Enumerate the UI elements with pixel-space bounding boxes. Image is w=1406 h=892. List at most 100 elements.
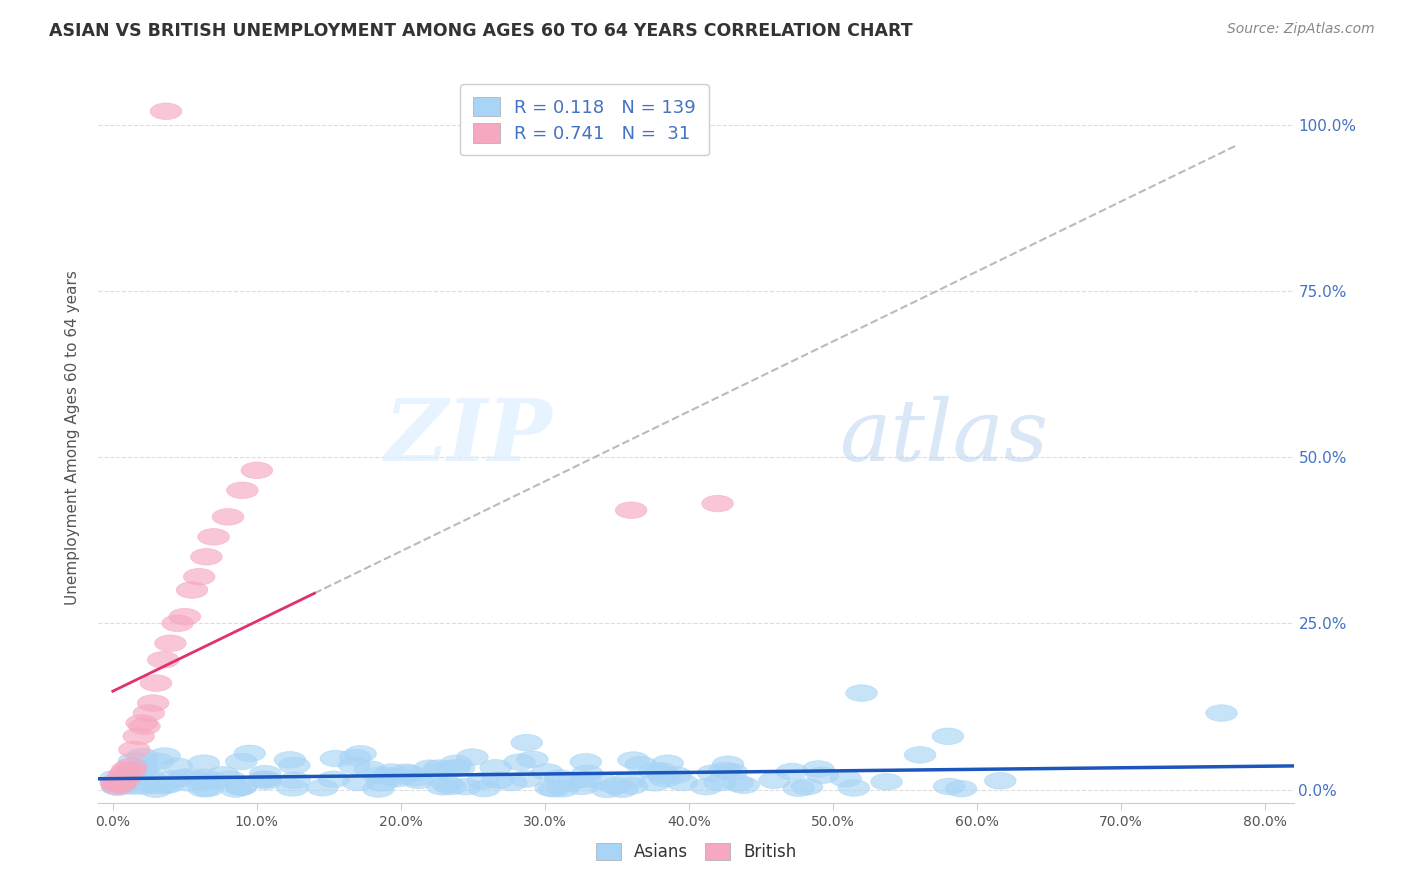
Ellipse shape [111, 761, 143, 778]
Ellipse shape [377, 769, 409, 785]
Ellipse shape [142, 753, 174, 770]
Ellipse shape [188, 780, 219, 797]
Ellipse shape [198, 528, 229, 545]
Ellipse shape [129, 718, 160, 735]
Ellipse shape [226, 482, 259, 499]
Y-axis label: Unemployment Among Ages 60 to 64 years: Unemployment Among Ages 60 to 64 years [65, 269, 80, 605]
Ellipse shape [652, 755, 683, 772]
Ellipse shape [934, 778, 965, 795]
Text: ZIP: ZIP [385, 395, 553, 479]
Ellipse shape [538, 780, 569, 797]
Ellipse shape [307, 780, 339, 796]
Ellipse shape [531, 764, 562, 780]
Ellipse shape [803, 761, 834, 777]
Ellipse shape [114, 763, 146, 780]
Ellipse shape [277, 780, 308, 797]
Ellipse shape [101, 777, 134, 793]
Ellipse shape [193, 780, 224, 797]
Ellipse shape [101, 779, 134, 796]
Ellipse shape [225, 753, 257, 770]
Ellipse shape [830, 771, 862, 787]
Ellipse shape [457, 748, 488, 765]
Ellipse shape [108, 772, 141, 788]
Ellipse shape [105, 773, 138, 789]
Ellipse shape [432, 775, 463, 792]
Ellipse shape [638, 763, 671, 780]
Ellipse shape [132, 767, 165, 784]
Ellipse shape [585, 772, 617, 789]
Ellipse shape [343, 774, 374, 791]
Ellipse shape [544, 770, 576, 787]
Ellipse shape [321, 750, 352, 767]
Ellipse shape [626, 756, 657, 773]
Ellipse shape [250, 773, 281, 789]
Ellipse shape [115, 764, 148, 780]
Ellipse shape [363, 767, 394, 784]
Ellipse shape [240, 462, 273, 479]
Ellipse shape [661, 767, 692, 783]
Ellipse shape [375, 764, 408, 780]
Ellipse shape [149, 775, 180, 792]
Ellipse shape [434, 778, 467, 795]
Text: Source: ZipAtlas.com: Source: ZipAtlas.com [1227, 22, 1375, 37]
Text: atlas: atlas [839, 396, 1049, 478]
Ellipse shape [173, 774, 204, 791]
Ellipse shape [423, 760, 456, 776]
Ellipse shape [440, 755, 472, 772]
Ellipse shape [187, 772, 218, 789]
Ellipse shape [534, 780, 567, 797]
Ellipse shape [354, 761, 385, 778]
Ellipse shape [162, 615, 194, 632]
Ellipse shape [186, 772, 217, 789]
Ellipse shape [645, 763, 676, 780]
Ellipse shape [169, 608, 201, 625]
Ellipse shape [188, 755, 219, 772]
Legend: Asians, British: Asians, British [589, 836, 803, 868]
Ellipse shape [904, 747, 936, 764]
Ellipse shape [510, 771, 541, 788]
Ellipse shape [1206, 705, 1237, 722]
Ellipse shape [984, 772, 1017, 789]
Ellipse shape [129, 774, 160, 790]
Ellipse shape [450, 779, 481, 795]
Ellipse shape [728, 777, 759, 794]
Ellipse shape [148, 651, 179, 668]
Ellipse shape [110, 764, 142, 781]
Ellipse shape [100, 774, 132, 791]
Ellipse shape [208, 766, 239, 783]
Ellipse shape [391, 764, 422, 780]
Ellipse shape [373, 767, 404, 784]
Ellipse shape [567, 778, 598, 795]
Ellipse shape [150, 103, 181, 120]
Ellipse shape [443, 760, 475, 776]
Ellipse shape [363, 780, 394, 797]
Ellipse shape [650, 771, 681, 787]
Ellipse shape [713, 756, 744, 772]
Ellipse shape [482, 772, 513, 789]
Ellipse shape [212, 508, 243, 525]
Ellipse shape [225, 779, 257, 796]
Ellipse shape [233, 745, 266, 762]
Ellipse shape [716, 764, 748, 780]
Ellipse shape [125, 714, 157, 731]
Ellipse shape [776, 764, 808, 780]
Ellipse shape [468, 780, 501, 797]
Ellipse shape [697, 764, 728, 781]
Ellipse shape [219, 780, 252, 797]
Ellipse shape [606, 780, 638, 797]
Ellipse shape [613, 772, 645, 789]
Ellipse shape [413, 760, 446, 776]
Ellipse shape [191, 549, 222, 566]
Ellipse shape [647, 766, 679, 783]
Ellipse shape [249, 772, 281, 788]
Ellipse shape [402, 772, 434, 789]
Ellipse shape [146, 778, 179, 794]
Ellipse shape [495, 774, 527, 791]
Ellipse shape [278, 772, 311, 789]
Ellipse shape [249, 771, 280, 788]
Ellipse shape [138, 777, 170, 794]
Ellipse shape [117, 778, 149, 795]
Ellipse shape [118, 741, 150, 758]
Ellipse shape [128, 765, 159, 781]
Ellipse shape [426, 779, 458, 795]
